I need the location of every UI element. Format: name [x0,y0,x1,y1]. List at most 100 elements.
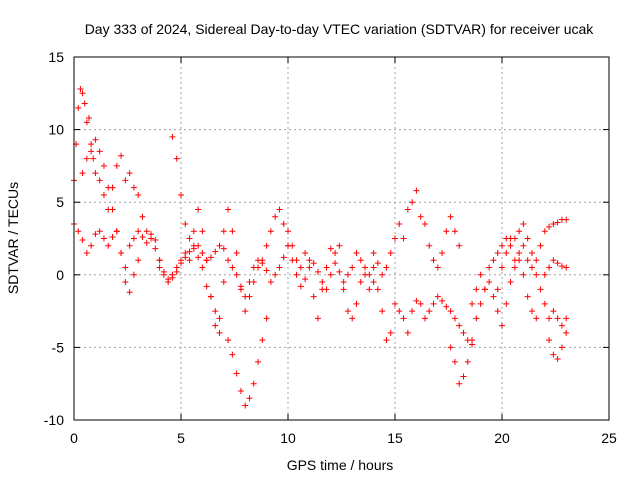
data-point [421,220,428,227]
data-point [118,152,125,159]
data-point [190,242,197,249]
data-point [280,254,287,261]
data-points [71,85,570,409]
data-point [533,315,540,322]
data-point [96,148,103,155]
data-point [88,242,95,249]
data-point [387,250,394,257]
data-point [272,271,279,278]
data-point [494,250,501,257]
data-point [237,387,244,394]
data-point [460,373,467,380]
data-point [349,264,356,271]
data-point [156,264,163,271]
y-tick-label: -5 [52,339,65,355]
data-point [148,231,155,238]
data-point [212,322,219,329]
data-point [233,370,240,377]
data-point [225,257,232,264]
data-point [160,271,167,278]
data-point [528,250,535,257]
data-point [199,228,206,235]
data-point [417,213,424,220]
data-point [563,329,570,336]
data-point [220,228,227,235]
series-track-h [285,228,343,322]
data-point [554,219,561,226]
series-track-a [71,85,227,283]
x-tick-label: 25 [601,430,617,446]
data-point [546,264,553,271]
data-point [302,250,309,257]
data-point [203,283,210,290]
data-point [250,380,257,387]
data-point [340,286,347,293]
data-point [186,235,193,242]
data-point [511,257,518,264]
data-point [75,228,82,235]
data-point [169,274,176,281]
data-point [439,250,446,257]
data-point [83,155,90,162]
data-point [92,231,99,238]
data-point [130,271,137,278]
data-point [541,300,548,307]
series-track-b [71,220,163,271]
data-point [413,187,420,194]
data-point [443,303,450,310]
x-tick-label: 5 [177,430,185,446]
data-point [113,228,120,235]
data-point [447,344,454,351]
x-tick-label: 15 [387,430,403,446]
data-point [524,293,531,300]
data-point [207,254,214,261]
series-track-e [156,242,291,322]
data-point [434,293,441,300]
data-point [516,250,523,257]
data-point [130,184,137,191]
data-point [533,271,540,278]
data-point [541,271,548,278]
data-point [122,177,129,184]
data-point [563,216,570,223]
data-point [126,170,133,177]
data-point [490,293,497,300]
data-point [443,228,450,235]
data-point [511,264,518,271]
data-point [507,235,514,242]
data-point [139,213,146,220]
data-point [558,344,565,351]
data-point [118,250,125,257]
data-point [528,308,535,315]
data-point [332,250,339,257]
data-point [143,228,150,235]
data-point [152,245,159,252]
data-point [233,250,240,257]
data-point [289,242,296,249]
data-point [77,85,84,92]
data-point [499,264,505,271]
data-point [85,114,92,121]
x-tick-label: 10 [280,430,296,446]
data-point [105,184,112,191]
data-point [546,337,553,344]
data-point [229,264,236,271]
data-point [507,279,514,286]
data-point [439,297,446,304]
data-point [520,220,527,227]
data-point [135,257,142,264]
data-point [499,242,505,249]
data-point [426,308,433,315]
data-point [190,228,197,235]
y-tick-label: 15 [48,49,64,65]
data-point [109,206,116,213]
data-point [88,148,95,155]
data-point [469,337,476,344]
y-tick-label: 5 [56,194,64,210]
data-point [558,263,565,270]
data-point [366,286,373,293]
data-point [79,236,86,243]
data-point [490,257,497,264]
data-point [516,228,523,235]
data-point [186,248,193,255]
